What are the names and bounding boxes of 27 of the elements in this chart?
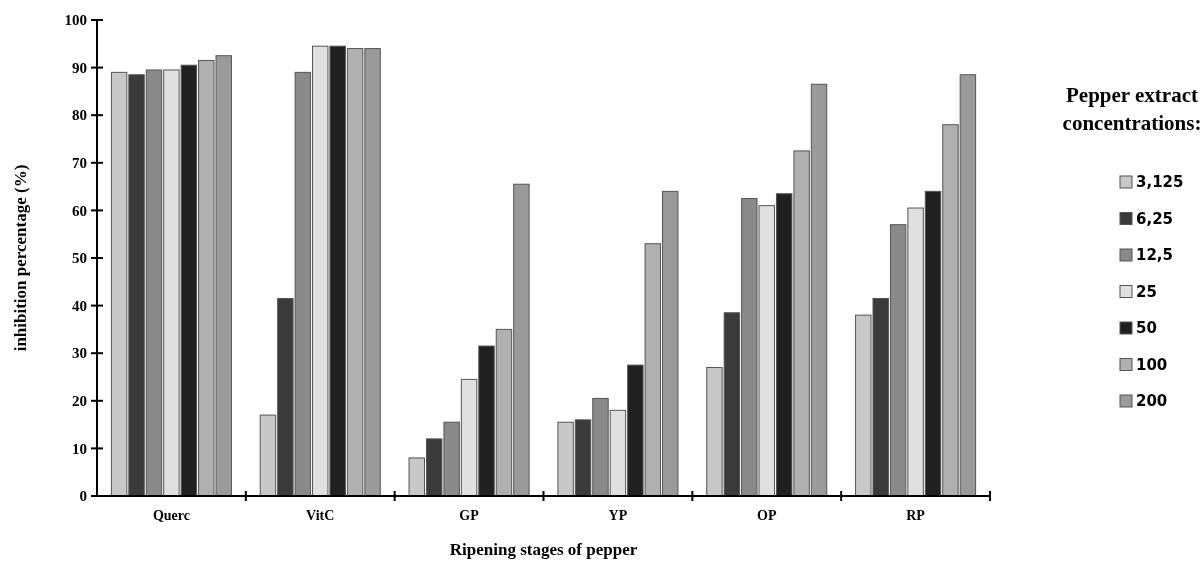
y-tick-label: 50 bbox=[72, 250, 87, 267]
y-tick-label: 90 bbox=[72, 59, 87, 76]
legend-label: 6,25 bbox=[1136, 209, 1174, 228]
x-tick-label: Querc bbox=[152, 508, 190, 523]
y-tick-label: 80 bbox=[72, 107, 87, 124]
legend-title: Pepper extract concentrations: bbox=[1062, 83, 1202, 135]
y-tick-label: 10 bbox=[72, 440, 87, 457]
x-tick-label: OP bbox=[757, 508, 777, 523]
x-tick-label: RP bbox=[906, 508, 926, 523]
legend-label: 200 bbox=[1136, 392, 1168, 411]
y-axis-title: inhibition percentage (%) bbox=[11, 164, 30, 352]
x-tick-label: GP bbox=[459, 508, 480, 523]
y-tick-label: 20 bbox=[72, 393, 87, 410]
y-tick-label: 70 bbox=[72, 155, 87, 172]
y-tick-label: 100 bbox=[64, 12, 87, 29]
legend-label: 100 bbox=[1136, 355, 1168, 374]
y-tick-label: 40 bbox=[72, 297, 87, 314]
x-tick-label: YP bbox=[608, 508, 628, 523]
x-axis-title: Ripening stages of pepper bbox=[449, 540, 638, 559]
y-tick-label: 0 bbox=[79, 488, 87, 505]
y-tick-label: 30 bbox=[72, 345, 87, 362]
legend-label: 25 bbox=[1136, 282, 1157, 301]
legend-label: 12,5 bbox=[1136, 246, 1174, 265]
legend-label: 3,125 bbox=[1136, 173, 1184, 192]
x-tick-label: VitC bbox=[306, 508, 335, 523]
y-tick-label: 60 bbox=[72, 202, 87, 219]
legend-label: 50 bbox=[1136, 319, 1157, 338]
